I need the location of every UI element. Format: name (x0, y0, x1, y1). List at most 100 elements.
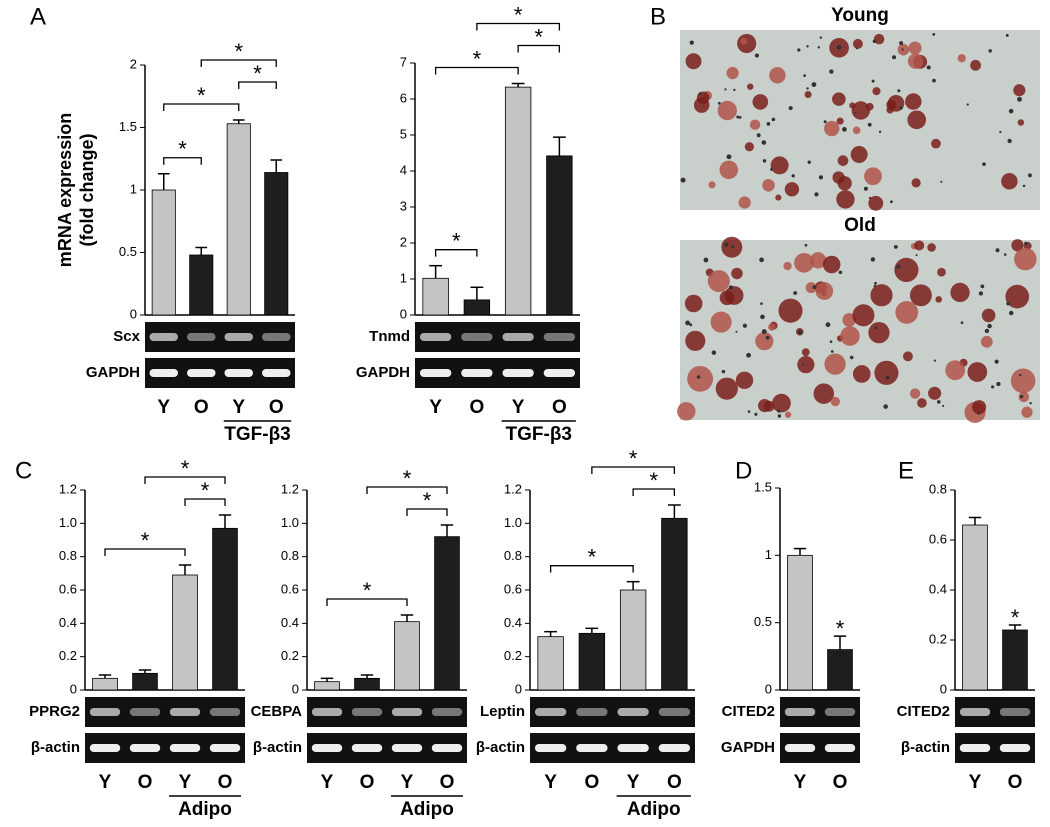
micrograph (680, 30, 1040, 211)
speck (1022, 184, 1026, 188)
x-tick-label: Y (179, 772, 192, 793)
lipid-droplet (1014, 247, 1037, 271)
lipid-droplet (755, 332, 774, 351)
lipid-droplet (836, 117, 844, 125)
speck (872, 39, 877, 43)
lipid-droplet (769, 67, 786, 84)
significance-bracket (200, 59, 277, 67)
lipid-droplet (744, 142, 754, 152)
significance-star: * (534, 24, 543, 49)
speck (838, 270, 843, 275)
bar (962, 524, 988, 691)
lipid-droplet (1011, 239, 1024, 252)
gel-band (461, 369, 493, 377)
significance-star: * (629, 446, 638, 471)
speck (696, 375, 701, 379)
lipid-droplet (905, 93, 922, 110)
speck (829, 69, 834, 74)
speck (803, 74, 807, 78)
significance-star: * (452, 228, 461, 253)
gel-band (658, 708, 691, 716)
y-tick-label: 0.4 (929, 581, 947, 596)
x-tick-label: Y (544, 772, 557, 793)
gel-band (391, 708, 423, 716)
significance-bracket (104, 548, 186, 556)
lipid-droplet (852, 126, 861, 135)
significance-star: * (141, 528, 150, 553)
x-tick-label: Y (99, 772, 112, 793)
significance-bracket (326, 598, 408, 606)
x-tick-label: O (360, 772, 375, 793)
y-tick-label: 0.6 (281, 581, 299, 596)
speck (777, 414, 782, 418)
lipid-droplet (872, 87, 881, 96)
speck (746, 352, 751, 358)
lipid-droplet (824, 353, 846, 375)
y-tick-label: 0 (70, 681, 77, 696)
speck (878, 130, 882, 134)
speck (685, 320, 690, 326)
lipid-droplet (850, 145, 868, 163)
lipid-droplet (908, 41, 922, 55)
speck (823, 120, 827, 124)
significance-bracket (434, 66, 519, 75)
speck (802, 363, 805, 366)
lipid-droplet (1017, 119, 1025, 126)
lipid-droplet (783, 261, 792, 271)
lipid-droplet (797, 356, 815, 374)
bar (151, 189, 176, 316)
speck (915, 254, 918, 257)
y-tick-label: 4 (400, 162, 407, 177)
lipid-droplet (874, 360, 899, 385)
lipid-droplet (909, 284, 932, 307)
y-tick-label: 0 (400, 306, 407, 321)
gel-band (461, 333, 493, 341)
lipid-droplet (870, 284, 893, 307)
speck (791, 174, 795, 178)
lipid-droplet (970, 59, 981, 71)
x-tick-label: O (469, 397, 484, 418)
y-axis-label: mRNA expression (55, 113, 75, 267)
speck (756, 133, 761, 138)
speck (1019, 373, 1022, 377)
y-tick-label: 0 (515, 681, 522, 696)
speck (868, 196, 872, 200)
significance-bracket (163, 157, 202, 165)
lipid-droplet (909, 388, 921, 399)
lipid-droplet (928, 386, 942, 400)
bar (787, 554, 813, 691)
speck (987, 323, 992, 329)
speck (1028, 173, 1032, 178)
bar (172, 574, 198, 691)
speck (812, 285, 817, 290)
bar (422, 277, 449, 316)
x-tick-label: Y (429, 397, 442, 418)
significance-star: * (181, 456, 190, 481)
bar (661, 517, 688, 691)
lipid-droplet (708, 181, 716, 189)
speck (777, 409, 781, 413)
speck (883, 404, 888, 409)
speck (761, 329, 767, 335)
speck (797, 48, 801, 52)
x-tick-label: Y (969, 772, 982, 793)
significance-star: * (197, 83, 206, 108)
speck (1006, 301, 1010, 306)
lipid-droplet (749, 119, 761, 130)
speck (855, 47, 858, 50)
lipid-droplet (784, 411, 792, 418)
significance-bracket (406, 508, 448, 516)
gel-band (149, 369, 178, 377)
speck (984, 328, 990, 334)
gel-label: β-actin (901, 739, 950, 756)
lipid-droplet (1013, 84, 1026, 97)
gel-band (169, 744, 201, 752)
significance-bracket (366, 486, 448, 494)
speck (1008, 310, 1014, 316)
speck (830, 350, 834, 353)
gel-label: β-actin (476, 739, 525, 756)
bar (578, 632, 606, 691)
y-tick-label: 1.2 (504, 481, 522, 496)
speck (807, 160, 811, 164)
gel-band (419, 333, 452, 341)
